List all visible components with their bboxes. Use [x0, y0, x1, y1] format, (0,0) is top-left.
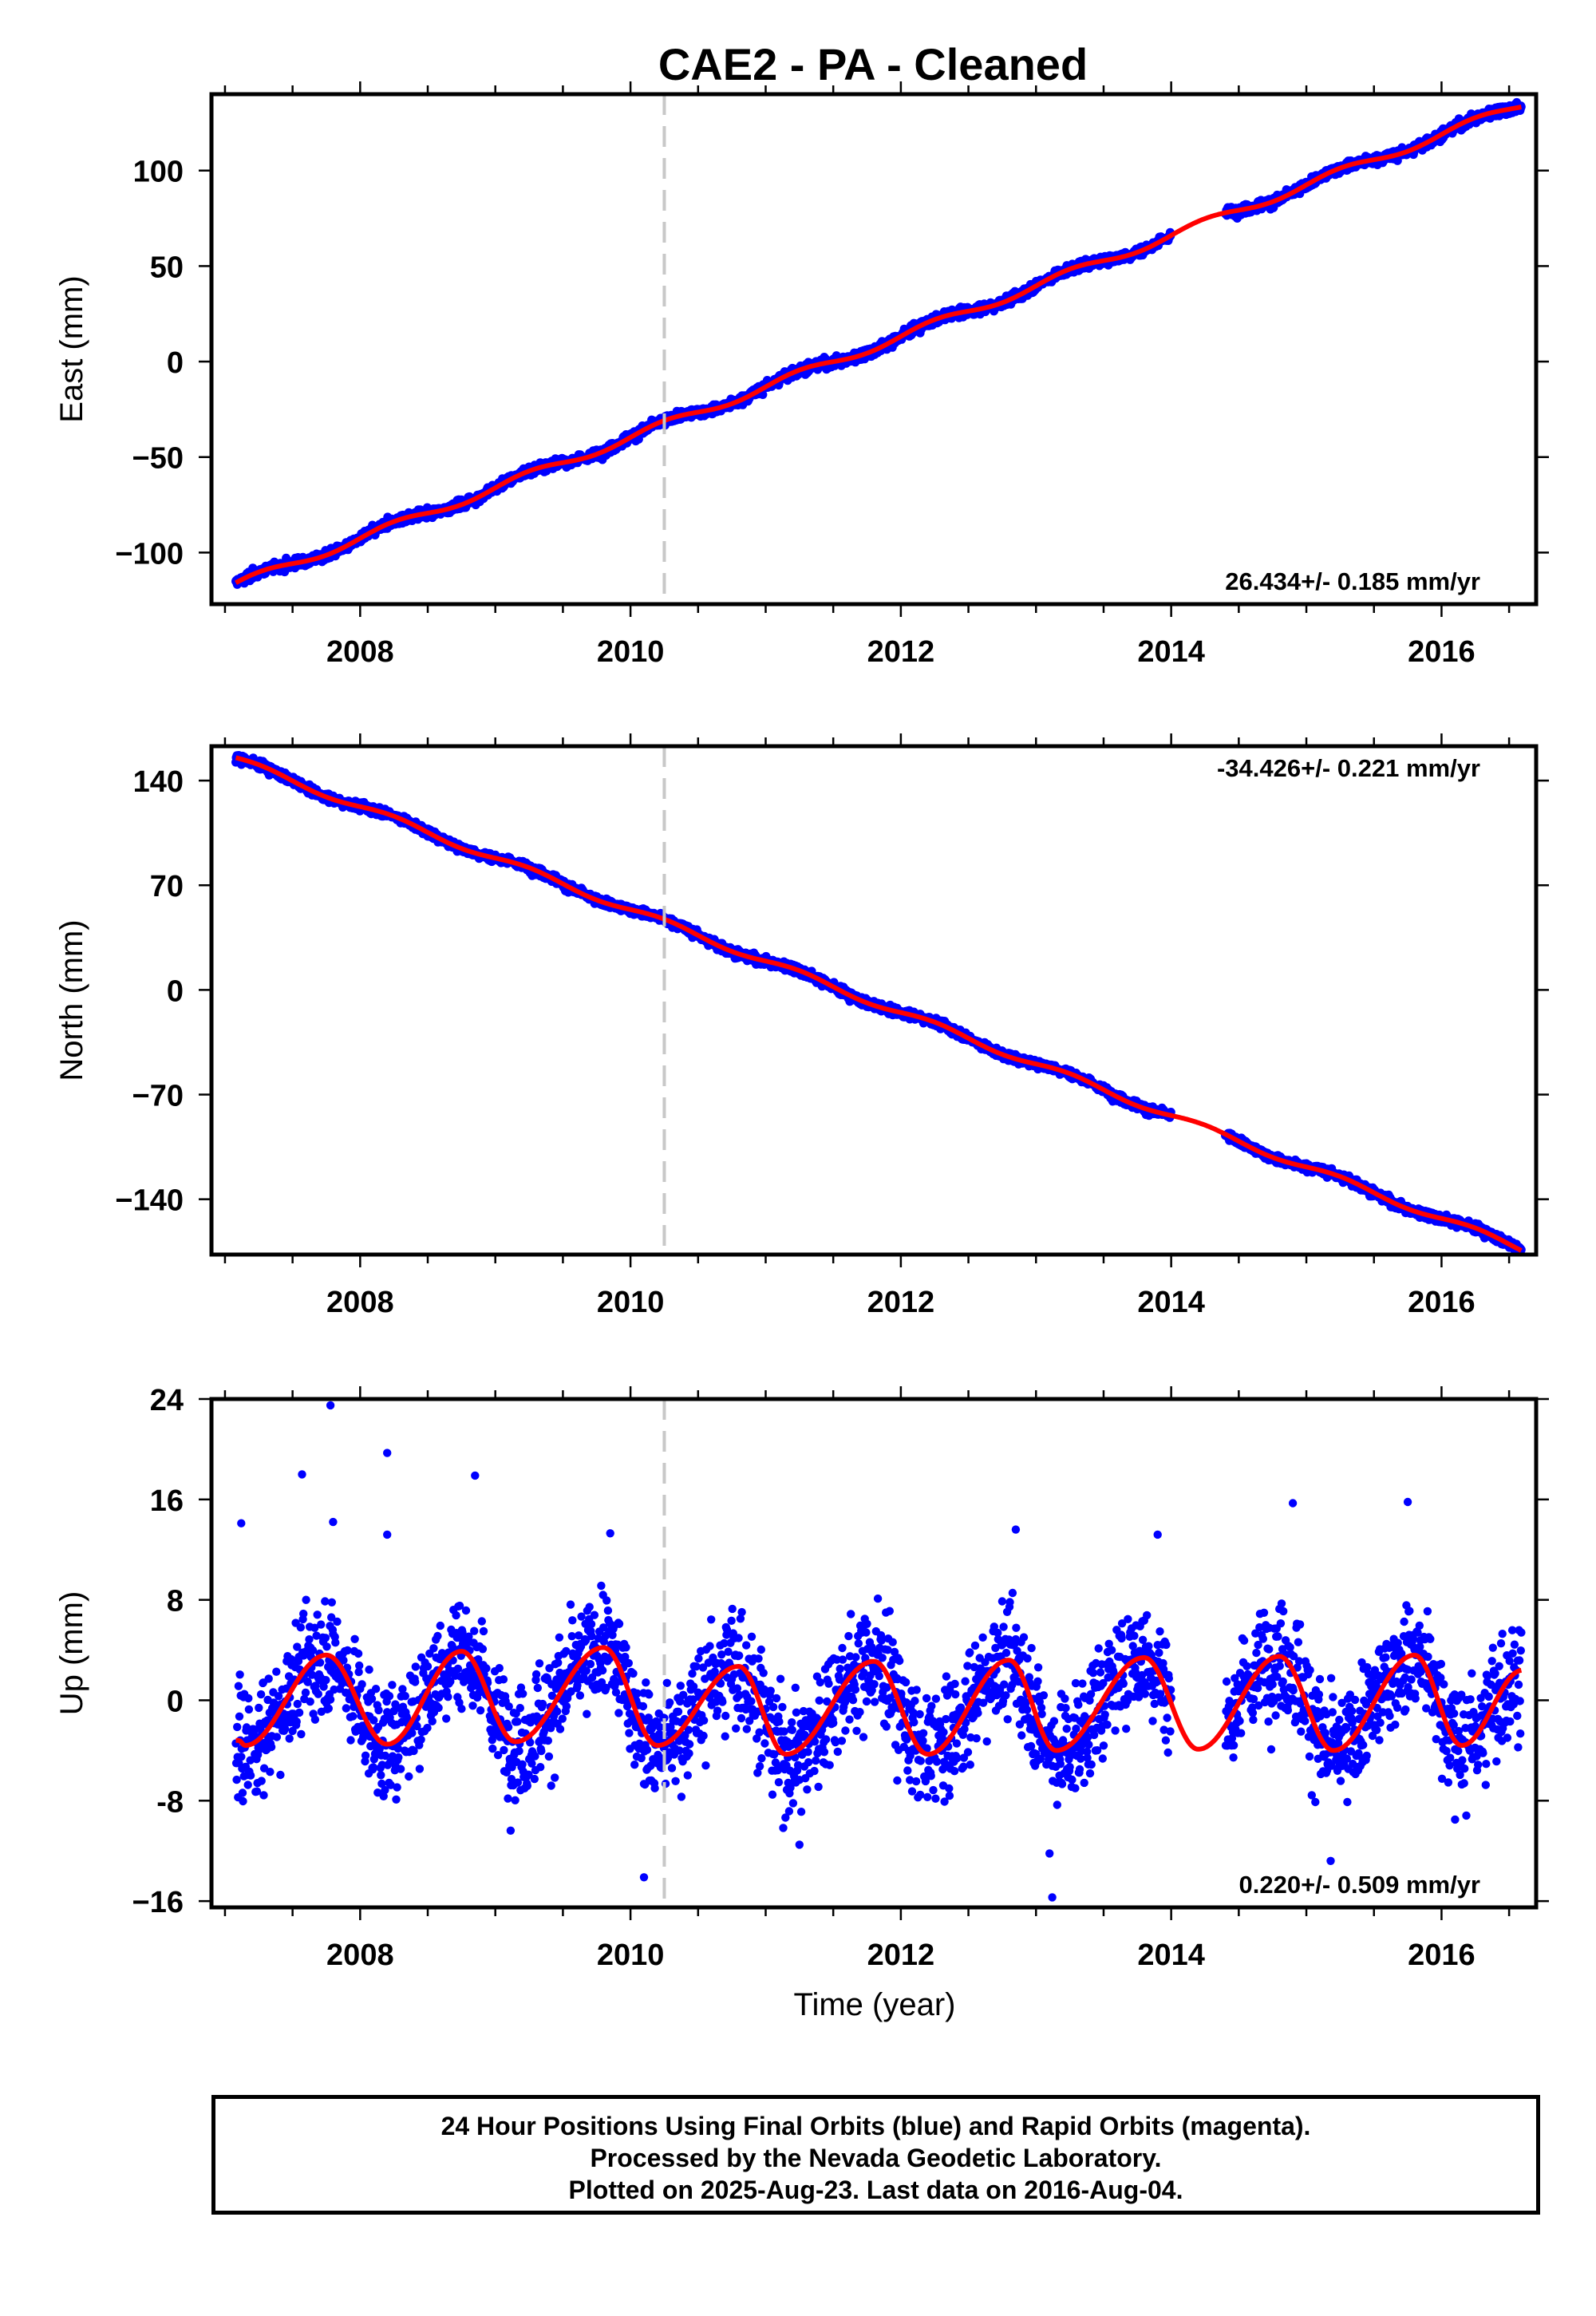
east-panel: 2008 2010 2012 2014 2016 100 50 0 −50 −100 East (…	[54, 81, 1549, 669]
east-rate-label: 26.434+/- 0.185 mm/yr	[1225, 567, 1480, 595]
east-y-tick-label-0: 100	[133, 156, 184, 189]
east-y-axis-label: East (mm)	[54, 275, 89, 422]
east-y-tick-label-4: −100	[115, 537, 184, 571]
east-x-tick-label-1: 2010	[597, 635, 665, 669]
east-y-tick-label-3: −50	[132, 442, 184, 476]
east-y-tick-label-1: 50	[150, 251, 184, 284]
chart-title: CAE2 - PA - Cleaned	[658, 39, 1088, 89]
east-x-tick-label-3: 2014	[1137, 635, 1205, 669]
east-y-tick-label-2: 0	[167, 346, 184, 380]
east-x-tick-label-4: 2016	[1408, 635, 1476, 669]
east-x-tick-label-2: 2012	[867, 635, 935, 669]
east-x-tick-label-0: 2008	[326, 635, 394, 669]
north-data-points	[231, 751, 1526, 1256]
